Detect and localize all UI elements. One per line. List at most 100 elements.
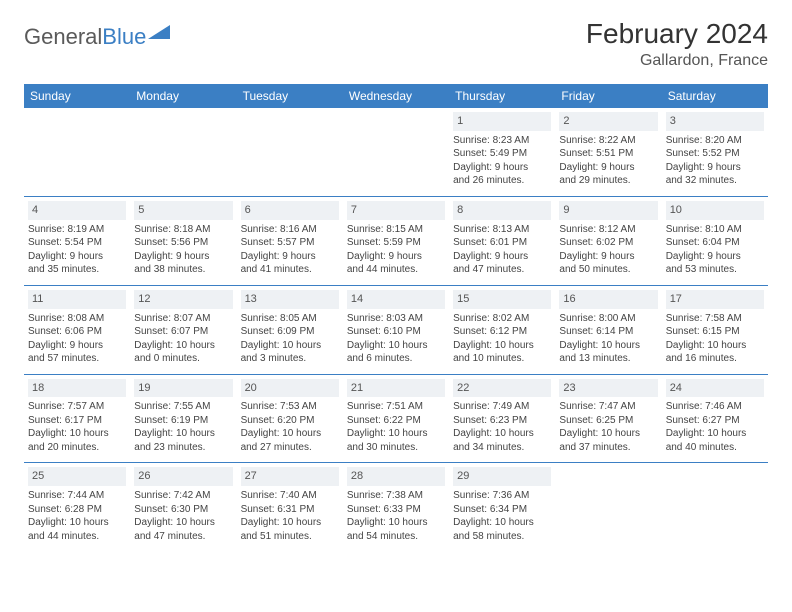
day-cell: 16Sunrise: 8:00 AMSunset: 6:14 PMDayligh… bbox=[555, 285, 661, 374]
day-cell: 29Sunrise: 7:36 AMSunset: 6:34 PMDayligh… bbox=[449, 463, 555, 551]
logo-text: GeneralBlue bbox=[24, 24, 146, 50]
day-cell bbox=[130, 108, 236, 196]
day-number: 20 bbox=[241, 379, 339, 398]
sunrise-text: Sunrise: 8:00 AM bbox=[559, 312, 657, 326]
sunrise-text: Sunrise: 7:57 AM bbox=[28, 400, 126, 414]
day-cell: 15Sunrise: 8:02 AMSunset: 6:12 PMDayligh… bbox=[449, 285, 555, 374]
sunrise-text: Sunrise: 8:12 AM bbox=[559, 223, 657, 237]
sunset-text: Sunset: 6:30 PM bbox=[134, 503, 232, 517]
daylight-text: and 44 minutes. bbox=[28, 530, 126, 544]
sunset-text: Sunset: 5:59 PM bbox=[347, 236, 445, 250]
daylight-text: Daylight: 10 hours bbox=[666, 427, 764, 441]
day-cell bbox=[237, 108, 343, 196]
sunrise-text: Sunrise: 7:44 AM bbox=[28, 489, 126, 503]
sunrise-text: Sunrise: 7:46 AM bbox=[666, 400, 764, 414]
daylight-text: and 26 minutes. bbox=[453, 174, 551, 188]
daylight-text: and 3 minutes. bbox=[241, 352, 339, 366]
sunset-text: Sunset: 6:25 PM bbox=[559, 414, 657, 428]
sunrise-text: Sunrise: 7:55 AM bbox=[134, 400, 232, 414]
day-number: 21 bbox=[347, 379, 445, 398]
daylight-text: and 57 minutes. bbox=[28, 352, 126, 366]
daylight-text: and 53 minutes. bbox=[666, 263, 764, 277]
day-number: 16 bbox=[559, 290, 657, 309]
daylight-text: Daylight: 9 hours bbox=[453, 161, 551, 175]
sunset-text: Sunset: 6:27 PM bbox=[666, 414, 764, 428]
day-cell: 14Sunrise: 8:03 AMSunset: 6:10 PMDayligh… bbox=[343, 285, 449, 374]
daylight-text: and 47 minutes. bbox=[453, 263, 551, 277]
daylight-text: Daylight: 10 hours bbox=[666, 339, 764, 353]
day-number: 13 bbox=[241, 290, 339, 309]
location: Gallardon, France bbox=[586, 52, 768, 70]
sunrise-text: Sunrise: 8:02 AM bbox=[453, 312, 551, 326]
day-cell: 25Sunrise: 7:44 AMSunset: 6:28 PMDayligh… bbox=[24, 463, 130, 551]
day-number: 15 bbox=[453, 290, 551, 309]
daylight-text: and 13 minutes. bbox=[559, 352, 657, 366]
day-cell: 13Sunrise: 8:05 AMSunset: 6:09 PMDayligh… bbox=[237, 285, 343, 374]
daylight-text: and 40 minutes. bbox=[666, 441, 764, 455]
day-header-row: SundayMondayTuesdayWednesdayThursdayFrid… bbox=[24, 84, 768, 108]
day-header: Thursday bbox=[449, 84, 555, 108]
daylight-text: Daylight: 10 hours bbox=[453, 516, 551, 530]
day-number: 19 bbox=[134, 379, 232, 398]
day-header: Monday bbox=[130, 84, 236, 108]
day-number: 1 bbox=[453, 112, 551, 131]
day-header: Wednesday bbox=[343, 84, 449, 108]
sunrise-text: Sunrise: 7:49 AM bbox=[453, 400, 551, 414]
day-cell: 8Sunrise: 8:13 AMSunset: 6:01 PMDaylight… bbox=[449, 196, 555, 285]
day-header: Saturday bbox=[662, 84, 768, 108]
day-number: 22 bbox=[453, 379, 551, 398]
sunset-text: Sunset: 6:20 PM bbox=[241, 414, 339, 428]
sunset-text: Sunset: 6:19 PM bbox=[134, 414, 232, 428]
sunset-text: Sunset: 6:01 PM bbox=[453, 236, 551, 250]
sunset-text: Sunset: 6:10 PM bbox=[347, 325, 445, 339]
day-header: Tuesday bbox=[237, 84, 343, 108]
sunset-text: Sunset: 6:33 PM bbox=[347, 503, 445, 517]
daylight-text: Daylight: 10 hours bbox=[134, 516, 232, 530]
sunrise-text: Sunrise: 7:42 AM bbox=[134, 489, 232, 503]
day-cell: 11Sunrise: 8:08 AMSunset: 6:06 PMDayligh… bbox=[24, 285, 130, 374]
daylight-text: and 27 minutes. bbox=[241, 441, 339, 455]
day-number: 2 bbox=[559, 112, 657, 131]
day-cell: 7Sunrise: 8:15 AMSunset: 5:59 PMDaylight… bbox=[343, 196, 449, 285]
daylight-text: and 47 minutes. bbox=[134, 530, 232, 544]
day-cell: 12Sunrise: 8:07 AMSunset: 6:07 PMDayligh… bbox=[130, 285, 236, 374]
day-cell: 19Sunrise: 7:55 AMSunset: 6:19 PMDayligh… bbox=[130, 374, 236, 463]
day-cell: 28Sunrise: 7:38 AMSunset: 6:33 PMDayligh… bbox=[343, 463, 449, 551]
daylight-text: Daylight: 10 hours bbox=[347, 516, 445, 530]
sunset-text: Sunset: 6:06 PM bbox=[28, 325, 126, 339]
daylight-text: and 20 minutes. bbox=[28, 441, 126, 455]
daylight-text: and 41 minutes. bbox=[241, 263, 339, 277]
sunrise-text: Sunrise: 7:36 AM bbox=[453, 489, 551, 503]
day-cell: 4Sunrise: 8:19 AMSunset: 5:54 PMDaylight… bbox=[24, 196, 130, 285]
sunrise-text: Sunrise: 8:05 AM bbox=[241, 312, 339, 326]
sunset-text: Sunset: 6:09 PM bbox=[241, 325, 339, 339]
month-title: February 2024 bbox=[586, 18, 768, 50]
sunrise-text: Sunrise: 8:22 AM bbox=[559, 134, 657, 148]
sunrise-text: Sunrise: 8:16 AM bbox=[241, 223, 339, 237]
daylight-text: and 58 minutes. bbox=[453, 530, 551, 544]
day-number: 5 bbox=[134, 201, 232, 220]
daylight-text: and 44 minutes. bbox=[347, 263, 445, 277]
daylight-text: Daylight: 10 hours bbox=[347, 427, 445, 441]
daylight-text: and 50 minutes. bbox=[559, 263, 657, 277]
daylight-text: and 6 minutes. bbox=[347, 352, 445, 366]
sunset-text: Sunset: 5:51 PM bbox=[559, 147, 657, 161]
daylight-text: Daylight: 9 hours bbox=[666, 250, 764, 264]
sunset-text: Sunset: 6:22 PM bbox=[347, 414, 445, 428]
day-number: 28 bbox=[347, 467, 445, 486]
daylight-text: Daylight: 9 hours bbox=[559, 161, 657, 175]
sunrise-text: Sunrise: 7:51 AM bbox=[347, 400, 445, 414]
sunset-text: Sunset: 6:31 PM bbox=[241, 503, 339, 517]
day-number: 27 bbox=[241, 467, 339, 486]
day-cell: 18Sunrise: 7:57 AMSunset: 6:17 PMDayligh… bbox=[24, 374, 130, 463]
day-cell: 2 Sunrise: 8:22 AMSunset: 5:51 PMDaylight… bbox=[555, 108, 661, 196]
daylight-text: Daylight: 10 hours bbox=[241, 516, 339, 530]
logo-part1: General bbox=[24, 24, 102, 49]
daylight-text: Daylight: 9 hours bbox=[28, 339, 126, 353]
daylight-text: and 38 minutes. bbox=[134, 263, 232, 277]
day-number: 25 bbox=[28, 467, 126, 486]
sunrise-text: Sunrise: 8:03 AM bbox=[347, 312, 445, 326]
day-cell bbox=[555, 463, 661, 551]
sunset-text: Sunset: 5:54 PM bbox=[28, 236, 126, 250]
sunset-text: Sunset: 6:07 PM bbox=[134, 325, 232, 339]
